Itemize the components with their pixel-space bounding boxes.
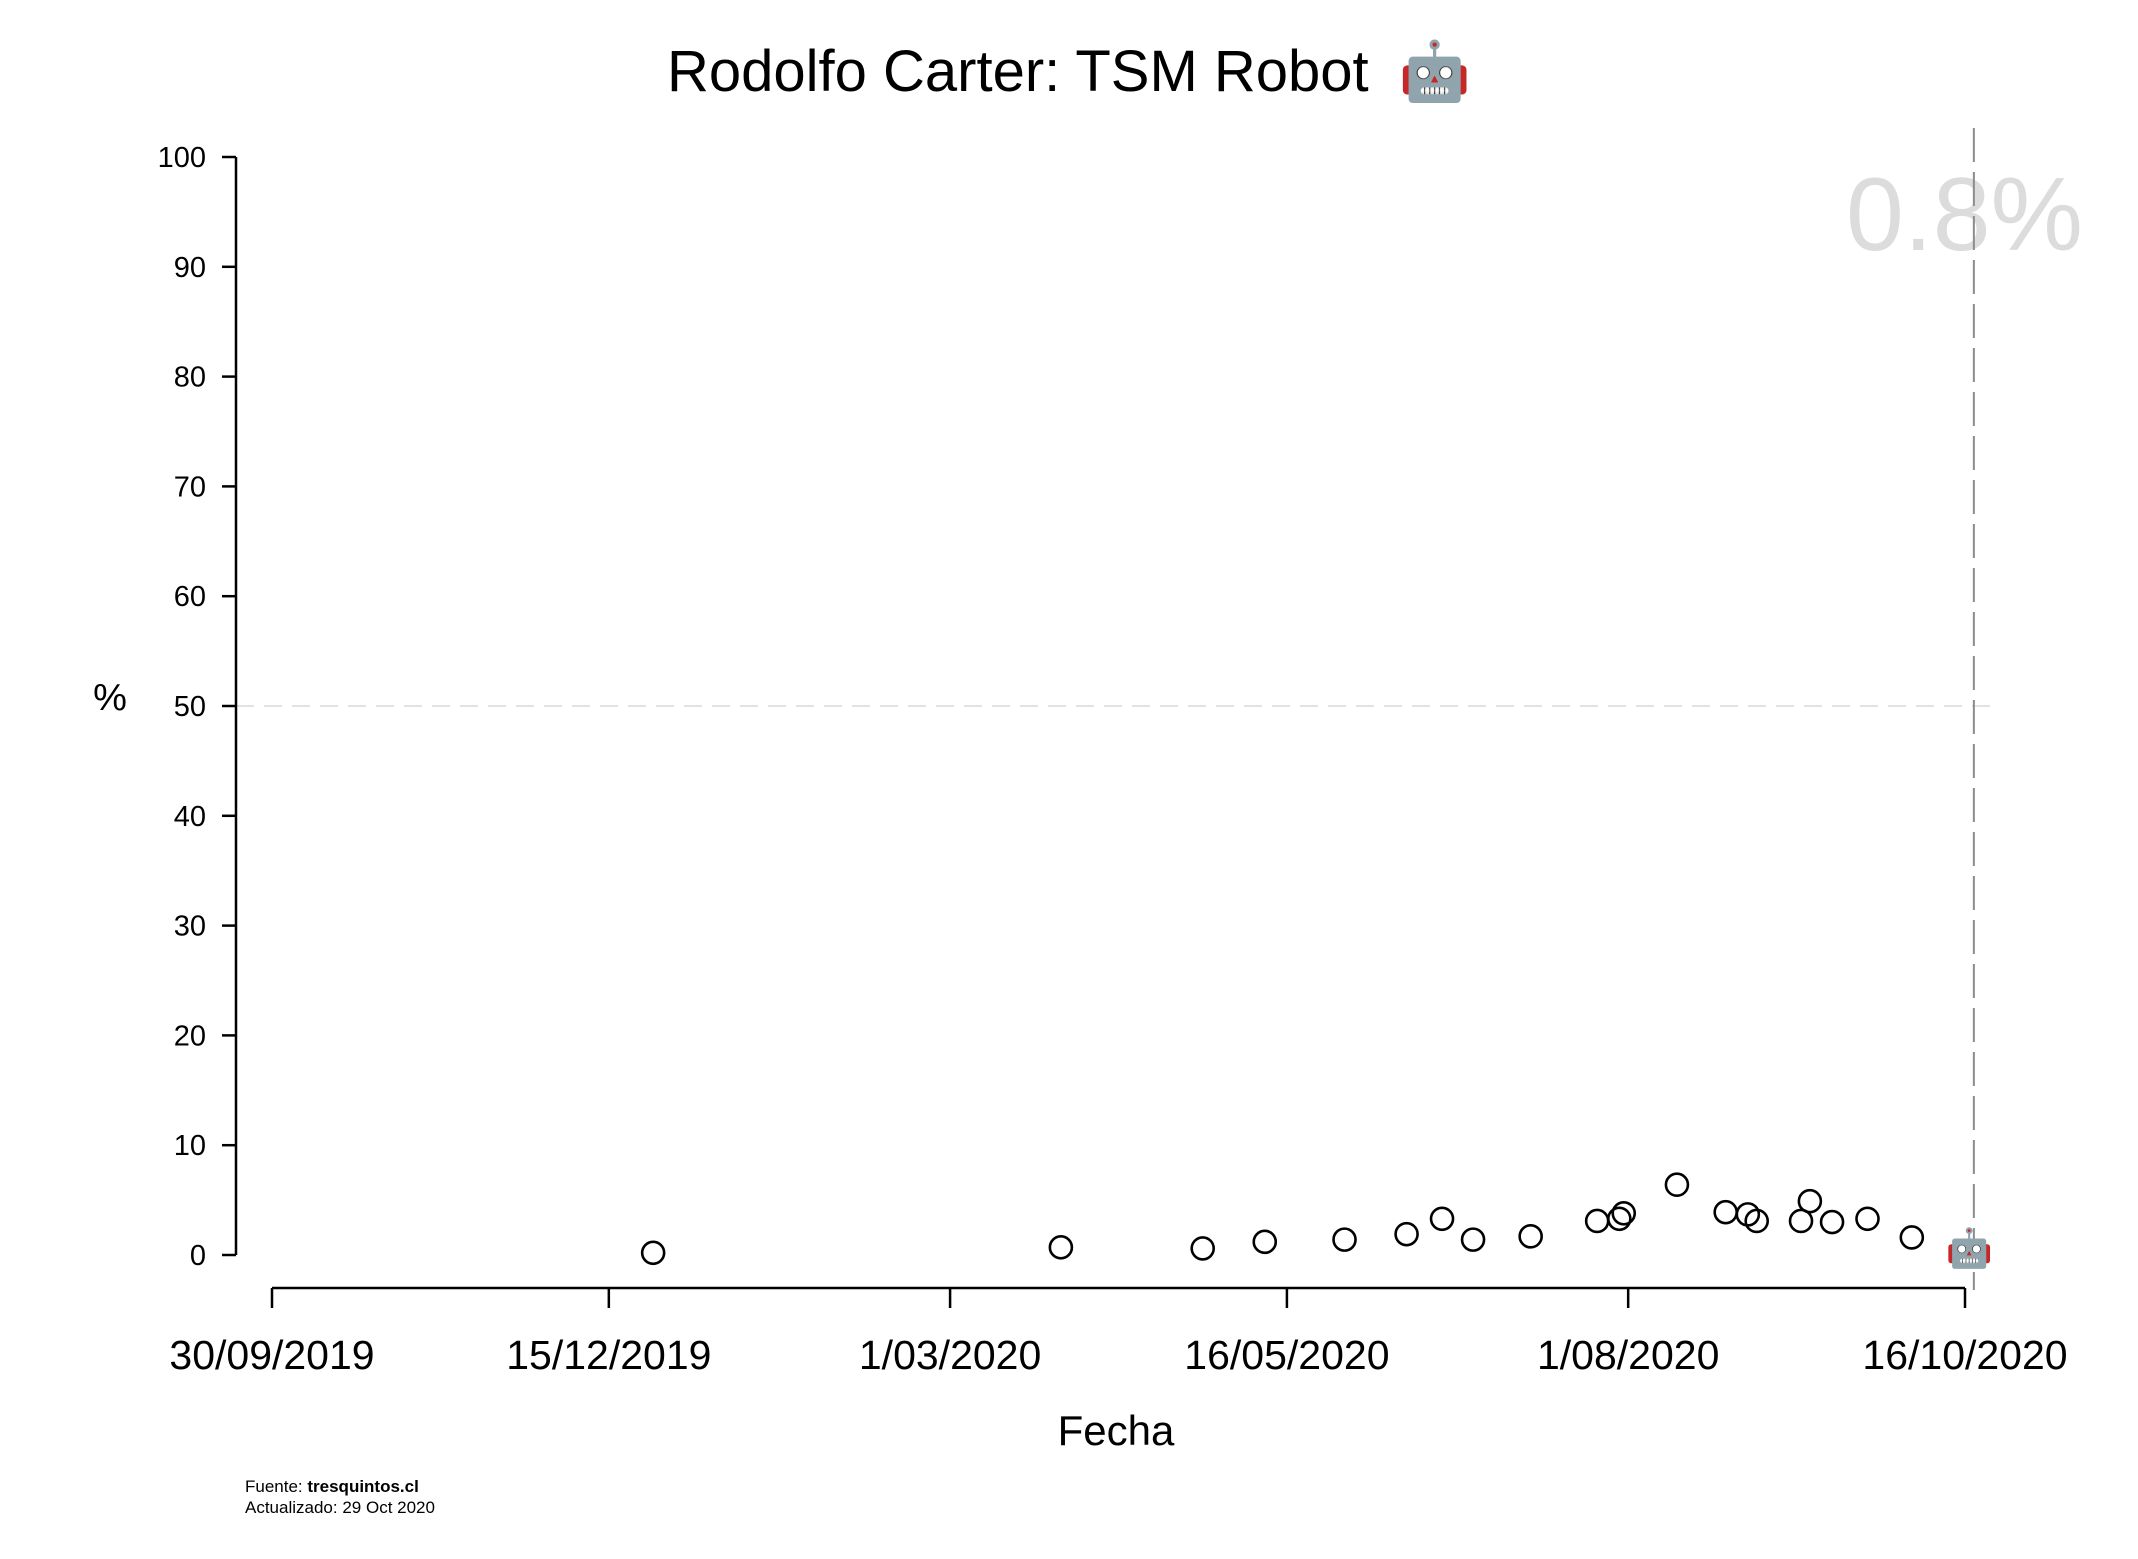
y-tick-label: 100 — [158, 142, 206, 174]
data-point — [1797, 1188, 1823, 1214]
data-point — [1611, 1200, 1637, 1226]
data-point — [1460, 1227, 1486, 1252]
y-tick-label: 80 — [174, 362, 206, 394]
data-point — [1855, 1206, 1880, 1232]
updated-line: Actualizado: 29 Oct 2020 — [245, 1498, 435, 1517]
source-line: Fuente: tresquintos.cl — [245, 1476, 435, 1497]
x-tick-label: 30/09/2019 — [169, 1332, 374, 1378]
data-point — [1190, 1236, 1216, 1261]
source-link[interactable]: tresquintos.cl — [307, 1477, 419, 1496]
y-tick-label: 50 — [174, 691, 206, 723]
y-tick-label: 60 — [174, 581, 206, 613]
source-prefix: Fuente: — [245, 1477, 308, 1496]
data-point — [1429, 1206, 1455, 1232]
x-axis-label: Fecha — [1058, 1407, 1175, 1454]
y-tick-label: 90 — [174, 252, 206, 284]
y-tick-label: 70 — [174, 471, 206, 503]
x-tick-label: 1/08/2020 — [1537, 1332, 1719, 1378]
y-tick-label: 20 — [174, 1020, 206, 1052]
data-point — [1713, 1199, 1738, 1225]
chart-title: Rodolfo Carter: TSM Robot 🤖 — [667, 38, 1471, 104]
y-tick-label: 10 — [174, 1130, 206, 1162]
data-point — [1819, 1209, 1845, 1235]
data-point — [1252, 1229, 1278, 1255]
chart-footer: Fuente: tresquintos.cl Actualizado: 29 O… — [245, 1476, 435, 1518]
data-point — [640, 1240, 666, 1266]
x-tick-label: 16/10/2020 — [1862, 1332, 2067, 1378]
latest-value-label: 0.8% — [1846, 157, 2083, 273]
y-tick-label: 0 — [190, 1240, 206, 1272]
data-point — [1332, 1227, 1357, 1252]
y-axis-label: % — [93, 677, 127, 719]
data-point — [1394, 1221, 1419, 1247]
x-tick-label: 1/03/2020 — [859, 1332, 1041, 1378]
data-point — [1518, 1224, 1543, 1249]
y-tick-label: 30 — [174, 911, 206, 943]
x-tick-label: 16/05/2020 — [1184, 1332, 1389, 1378]
data-point — [1607, 1206, 1632, 1232]
data-point — [1744, 1208, 1769, 1234]
data-point — [1584, 1208, 1610, 1234]
data-point — [1664, 1172, 1690, 1198]
data-point — [1048, 1235, 1074, 1260]
y-tick-label: 40 — [174, 801, 206, 833]
chart-title-text: Rodolfo Carter: TSM Robot — [667, 39, 1369, 104]
data-point — [1899, 1225, 1925, 1250]
robot-icon: 🤖 — [1399, 38, 1471, 104]
latest-robot-icon: 🤖 — [1946, 1226, 1993, 1270]
plot-area: 0 10 20 30 40 50 60 70 80 90 100 30/09/2019 15/12/20… — [158, 128, 2068, 1378]
x-tick-label: 15/12/2019 — [506, 1332, 711, 1378]
data-point — [1788, 1208, 1814, 1234]
